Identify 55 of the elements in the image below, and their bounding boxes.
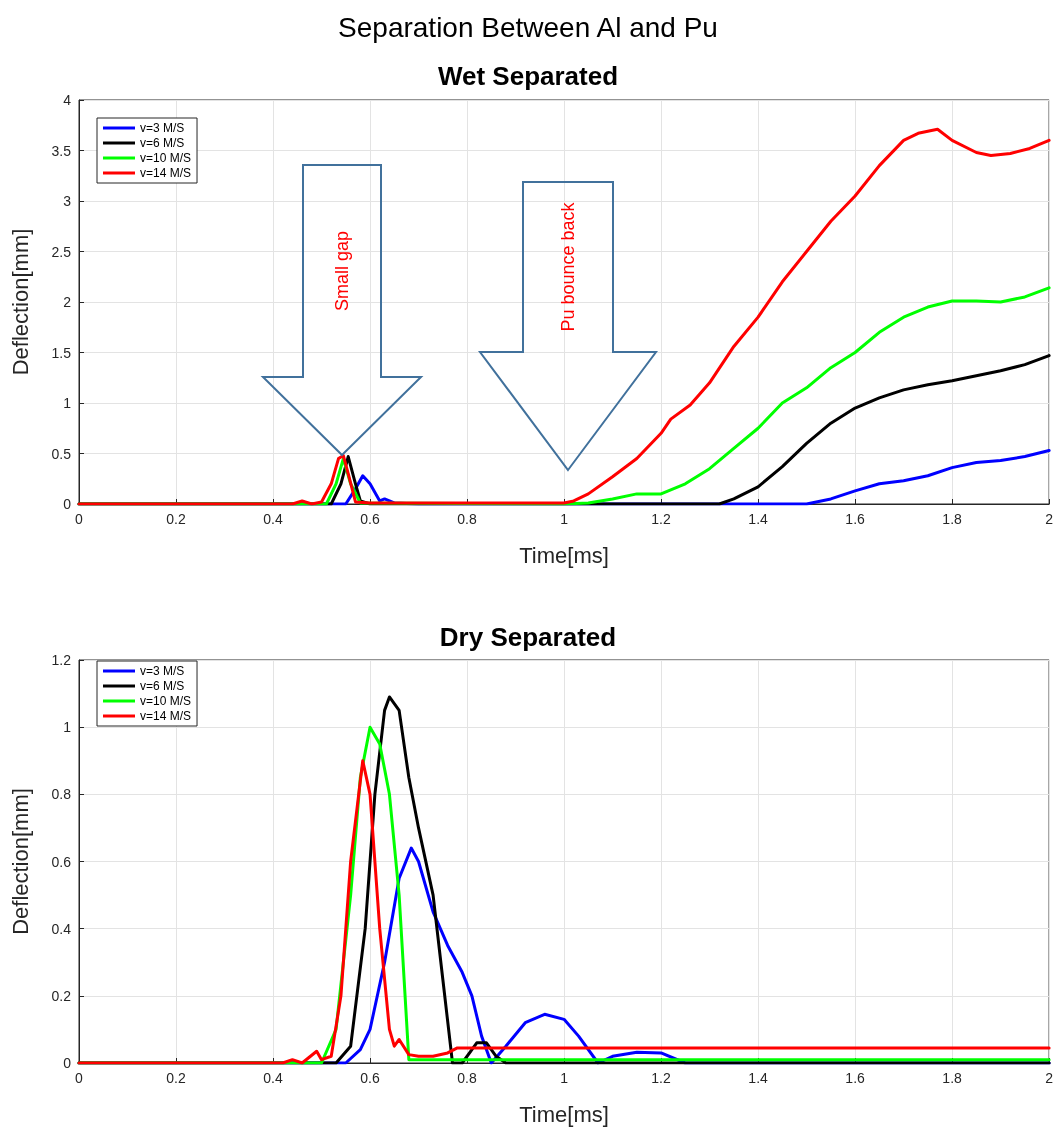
x-tick-label: 1.8 <box>942 1070 963 1086</box>
legend-label: v=6 M/S <box>140 136 185 150</box>
x-tick-label: 0.2 <box>166 511 186 527</box>
y-tick-label: 0.4 <box>51 920 72 937</box>
x-tick-label: 0.4 <box>263 511 283 527</box>
y-axis-title: Deflection[mm] <box>7 788 33 935</box>
x-tick-label: 1.2 <box>651 511 672 527</box>
y-tick-label: 1.2 <box>51 652 72 668</box>
x-tick-label: 0 <box>75 1070 84 1086</box>
x-tick-label: 0.2 <box>166 1070 186 1086</box>
y-axis-title: Deflection[mm] <box>7 228 33 376</box>
y-tick-label: 1.5 <box>51 344 72 361</box>
x-tick-label: 2 <box>1045 511 1054 527</box>
y-tick-label: 0.6 <box>51 853 72 870</box>
legend-label: v=14 M/S <box>140 166 192 180</box>
x-tick-label: 0.6 <box>360 1070 380 1086</box>
y-tick-label: 0 <box>63 1055 72 1071</box>
annotation: Small gap <box>332 230 352 312</box>
y-tick-label: 3.5 <box>51 142 72 159</box>
legend-label: v=3 M/S <box>140 664 185 678</box>
y-tick-label: 2.5 <box>51 243 72 260</box>
chart-title: Separation Between Al and Pu <box>338 11 718 43</box>
x-axis-title: Time[ms] <box>519 1101 609 1127</box>
x-tick-label: 0.8 <box>457 1070 477 1086</box>
annotation: Pu bounce back <box>558 201 578 332</box>
chart-title: Dry Separated <box>439 622 617 652</box>
x-tick-label: 1.6 <box>845 1070 866 1086</box>
y-tick-label: 1 <box>63 719 72 736</box>
x-tick-label: 1.4 <box>748 1070 769 1086</box>
x-tick-label: 2 <box>1045 1070 1054 1086</box>
y-tick-label: 0.8 <box>51 786 72 803</box>
x-tick-label: 0 <box>75 511 84 527</box>
x-tick-label: 1.8 <box>942 511 963 527</box>
y-tick-label: 2 <box>63 294 72 310</box>
x-tick-label: 0.6 <box>360 511 380 527</box>
y-tick-label: 0.5 <box>51 445 72 462</box>
x-tick-label: 1.2 <box>651 1070 672 1086</box>
legend-label: v=6 M/S <box>140 679 185 693</box>
y-tick-label: 3 <box>63 193 72 209</box>
x-tick-label: 1.6 <box>845 511 866 527</box>
x-axis-title: Time[ms] <box>519 542 609 568</box>
chart-subtitle: Wet Separated <box>437 61 619 91</box>
y-tick-label: 1 <box>63 395 72 411</box>
legend-label: v=10 M/S <box>140 694 192 708</box>
y-tick-label: 0 <box>63 496 72 512</box>
legend-label: v=10 M/S <box>140 151 192 165</box>
x-tick-label: 1 <box>560 1070 569 1086</box>
x-tick-label: 0.8 <box>457 511 477 527</box>
legend-label: v=14 M/S <box>140 709 192 723</box>
x-tick-label: 0.4 <box>263 1070 283 1086</box>
y-tick-label: 0.2 <box>51 987 72 1004</box>
y-tick-label: 4 <box>63 92 72 108</box>
x-tick-label: 1 <box>560 511 569 527</box>
legend-label: v=3 M/S <box>140 121 185 135</box>
x-tick-label: 1.4 <box>748 511 769 527</box>
